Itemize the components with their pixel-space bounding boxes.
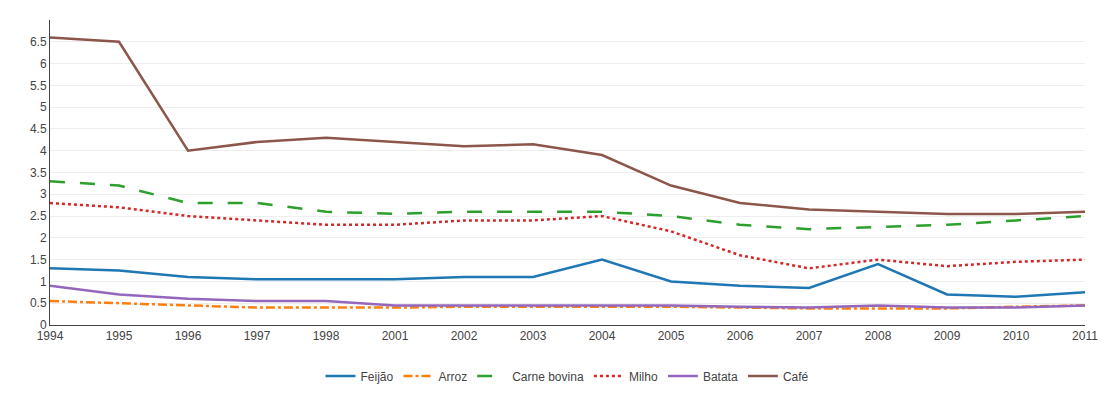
svg-text:3.5: 3.5: [30, 166, 47, 180]
svg-text:6.5: 6.5: [30, 35, 47, 49]
svg-text:2009: 2009: [934, 329, 961, 343]
svg-text:0.5: 0.5: [30, 296, 47, 310]
svg-text:Batata: Batata: [703, 370, 738, 384]
svg-text:2005: 2005: [658, 329, 685, 343]
svg-text:5.5: 5.5: [30, 79, 47, 93]
svg-text:2007: 2007: [796, 329, 823, 343]
svg-text:2004: 2004: [589, 329, 616, 343]
svg-text:2010: 2010: [1003, 329, 1030, 343]
svg-text:4: 4: [40, 144, 47, 158]
svg-text:6: 6: [40, 57, 47, 71]
svg-text:2: 2: [40, 231, 47, 245]
svg-text:1: 1: [40, 275, 47, 289]
svg-text:2006: 2006: [727, 329, 754, 343]
svg-text:2011: 2011: [1072, 329, 1098, 343]
svg-text:Café: Café: [783, 370, 809, 384]
svg-text:1998: 1998: [313, 329, 340, 343]
svg-text:2002: 2002: [451, 329, 478, 343]
svg-text:Feijão: Feijão: [361, 370, 394, 384]
svg-text:4.5: 4.5: [30, 122, 47, 136]
svg-text:Carne bovina: Carne bovina: [512, 370, 584, 384]
svg-text:1995: 1995: [106, 329, 133, 343]
svg-text:1994: 1994: [37, 329, 64, 343]
svg-text:0: 0: [40, 318, 47, 332]
svg-text:1.5: 1.5: [30, 253, 47, 267]
svg-text:2001: 2001: [382, 329, 409, 343]
svg-text:2008: 2008: [865, 329, 892, 343]
svg-text:Milho: Milho: [629, 370, 658, 384]
svg-text:2.5: 2.5: [30, 209, 47, 223]
svg-text:2003: 2003: [520, 329, 547, 343]
svg-text:5: 5: [40, 100, 47, 114]
svg-text:3: 3: [40, 187, 47, 201]
svg-text:Arroz: Arroz: [439, 370, 468, 384]
svg-text:1996: 1996: [175, 329, 202, 343]
svg-text:1997: 1997: [244, 329, 271, 343]
